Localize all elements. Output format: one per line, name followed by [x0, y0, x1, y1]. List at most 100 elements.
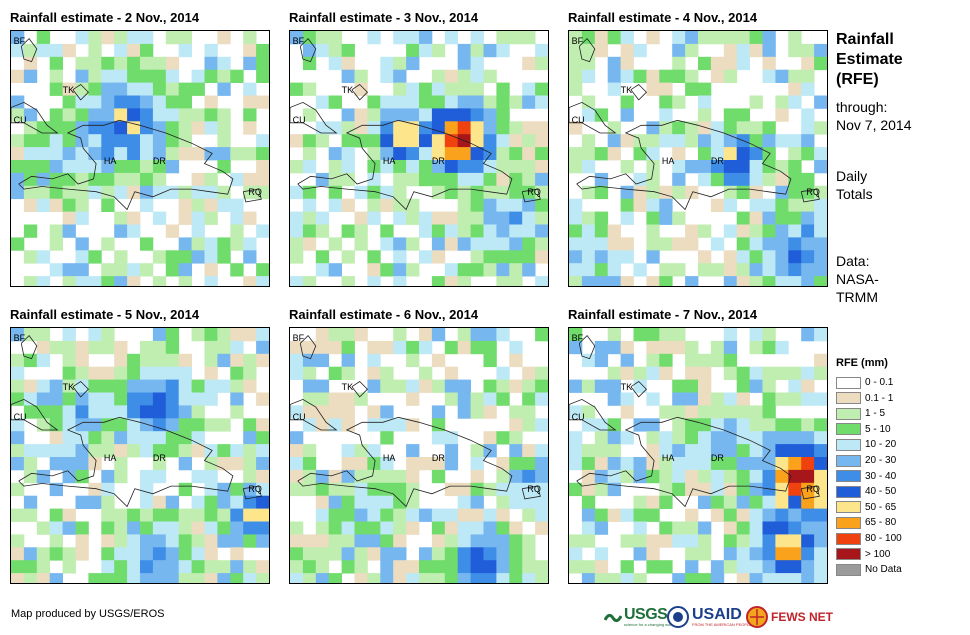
rainfall-cell — [75, 69, 89, 83]
rainfall-cell — [685, 534, 699, 548]
rainfall-cell — [217, 56, 231, 71]
rainfall-cell — [178, 237, 192, 251]
rainfall-cell — [380, 263, 394, 277]
hispaniola-outline — [576, 119, 792, 211]
rainfall-cell — [178, 198, 192, 212]
rainfall-cell — [204, 534, 218, 548]
rainfall-cell — [380, 340, 394, 355]
rainfall-cell — [749, 263, 763, 277]
rainfall-cell — [483, 263, 497, 277]
rainfall-cell — [659, 95, 673, 109]
legend-label: 80 - 100 — [865, 533, 902, 544]
rainfall-cell — [36, 172, 51, 187]
rainfall-cell — [431, 508, 446, 522]
rainfall-cell — [496, 147, 510, 161]
rainfall-cell — [762, 340, 776, 355]
rainfall-cell — [165, 82, 180, 96]
rainfall-cell — [801, 379, 815, 393]
rainfall-cell — [457, 185, 471, 200]
map-label-bf: BF — [292, 36, 305, 47]
rainfall-cell — [483, 482, 497, 497]
rainfall-cell — [723, 431, 738, 445]
rainfall-cell — [367, 147, 381, 161]
rainfall-cell — [49, 547, 63, 561]
rainfall-cell — [496, 392, 510, 406]
rainfall-cell — [75, 198, 89, 212]
rainfall-cell — [581, 237, 596, 251]
rainfall-cell — [302, 160, 317, 174]
rainfall-cell — [569, 224, 583, 238]
rainfall-cell — [341, 56, 355, 71]
rainfall-cell — [620, 366, 634, 380]
rainfall-cell — [607, 56, 621, 71]
rainfall-cell — [101, 573, 115, 583]
rainfall-cell — [698, 405, 712, 419]
rainfall-cell — [509, 160, 523, 174]
rainfall-cell — [367, 495, 381, 509]
rainfall-cell — [762, 534, 776, 548]
rainfall-cell — [406, 263, 420, 277]
rainfall-cell — [698, 521, 712, 535]
rainfall-cell — [165, 340, 180, 355]
rainfall-cell — [788, 379, 802, 393]
rainfall-cell — [646, 457, 660, 471]
rainfall-cell — [217, 521, 231, 535]
rainfall-cell — [710, 69, 725, 83]
rainfall-cell — [114, 263, 128, 277]
rainfall-cell — [140, 108, 154, 122]
rainfall-cell — [178, 82, 192, 96]
rainfall-cell — [457, 495, 471, 509]
rainfall-cell — [723, 482, 738, 497]
rainfall-cell — [367, 211, 381, 225]
rainfall-cell — [114, 353, 128, 368]
rainfall-cell — [152, 444, 167, 458]
rainfall-cell — [633, 263, 647, 277]
rainfall-cell — [341, 560, 355, 574]
rainfall-cell — [204, 547, 218, 561]
rainfall-cell — [341, 521, 355, 535]
rainfall-cell — [444, 534, 459, 548]
usaid-logo-text: USAID — [692, 605, 742, 623]
rainfall-cell — [483, 405, 497, 419]
rainfall-cell — [431, 431, 446, 445]
rainfall-cell — [406, 353, 420, 368]
rainfall-cell — [581, 250, 596, 264]
rainfall-cell — [11, 547, 25, 561]
rainfall-cell — [127, 547, 141, 561]
rainfall-cell — [685, 366, 699, 380]
rainfall-cell — [406, 31, 420, 45]
rainfall-cell — [62, 95, 76, 109]
rainfall-cell — [788, 160, 802, 174]
rainfall-cell — [457, 43, 471, 58]
rainfall-cell — [594, 172, 609, 187]
rainfall-cell — [775, 431, 789, 445]
rainfall-cell — [36, 198, 51, 212]
rainfall-cell — [114, 379, 128, 393]
legend-swatch — [836, 407, 861, 420]
rainfall-cell — [470, 31, 484, 45]
rainfall-cell — [256, 560, 269, 574]
rainfall-cell — [243, 250, 257, 264]
rainfall-cell — [217, 457, 231, 471]
rainfall-cell — [581, 495, 596, 509]
rainfall-cell — [302, 392, 317, 406]
rainfall-cell — [569, 405, 583, 419]
rainfall-cell — [509, 379, 523, 393]
rainfall-cell — [814, 224, 827, 238]
rainfall-cell — [127, 108, 141, 122]
rainfall-cell — [75, 457, 89, 471]
rainfall-cell — [88, 56, 102, 71]
rainfall-cell — [710, 573, 725, 583]
rainfall-cell — [509, 521, 523, 535]
legend-label: > 100 — [865, 548, 891, 560]
rainfall-cell — [204, 147, 218, 161]
rainfall-cell — [788, 276, 802, 286]
rainfall-cell — [191, 82, 205, 96]
rainfall-cell — [672, 379, 686, 393]
rainfall-cell — [256, 418, 269, 432]
rainfall-cell — [496, 534, 510, 548]
rainfall-cell — [444, 185, 459, 200]
rainfall-cell — [444, 444, 459, 458]
rainfall-cell — [483, 134, 497, 148]
rainfall-cell — [470, 172, 484, 187]
